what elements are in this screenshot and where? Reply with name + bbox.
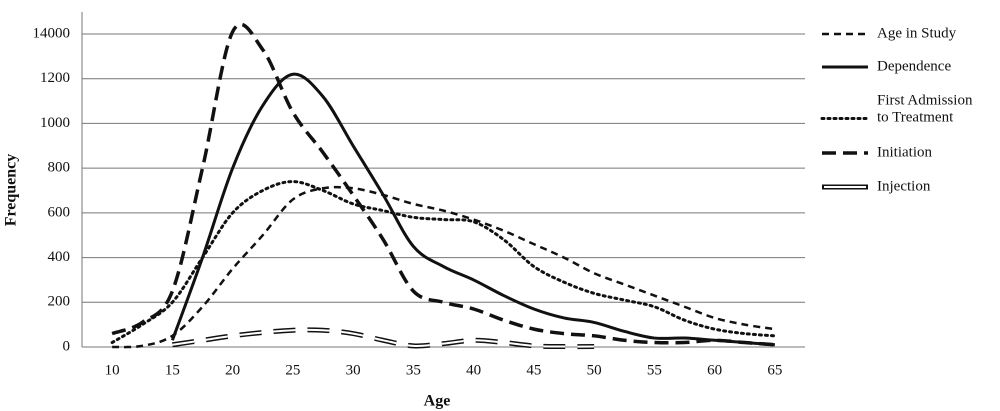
series-line xyxy=(112,185,776,349)
legend-label: Initiation xyxy=(877,144,932,160)
series-line xyxy=(170,72,775,347)
y-tick-label: 0 xyxy=(63,338,71,354)
y-tick-label: 1000 xyxy=(40,115,70,131)
legend-label: First Admission to Treatment xyxy=(877,93,973,126)
y-tick-label: 1200 xyxy=(40,70,70,86)
x-axis-title: Age xyxy=(424,393,451,410)
x-tick-label: 25 xyxy=(285,362,300,378)
legend-label: Injection xyxy=(877,178,931,194)
series-line-inner xyxy=(172,328,595,348)
x-tick-label: 65 xyxy=(767,362,782,378)
x-tick-label: 55 xyxy=(647,362,662,378)
y-tick-label: 14000 xyxy=(33,25,71,41)
y-tick-label: 600 xyxy=(48,204,71,220)
y-tick-label: 400 xyxy=(48,249,71,265)
x-tick-label: 45 xyxy=(526,362,541,378)
series-line xyxy=(172,327,595,350)
x-tick-label: 50 xyxy=(587,362,602,378)
x-tick-label: 35 xyxy=(406,362,421,378)
y-tick-label: 200 xyxy=(48,294,71,310)
x-tick-label: 30 xyxy=(346,362,361,378)
series-line xyxy=(110,180,777,345)
x-tick-label: 40 xyxy=(466,362,481,378)
legend-label: Age in Study xyxy=(877,25,957,41)
x-tick-label: 60 xyxy=(707,362,722,378)
x-tick-label: 15 xyxy=(165,362,180,378)
x-tick-label: 10 xyxy=(105,362,120,378)
y-tick-label: 800 xyxy=(48,160,71,176)
y-axis-title: Frequency xyxy=(3,154,20,227)
x-tick-label: 20 xyxy=(225,362,240,378)
series-line xyxy=(111,22,776,347)
legend-label: Dependence xyxy=(877,58,951,74)
